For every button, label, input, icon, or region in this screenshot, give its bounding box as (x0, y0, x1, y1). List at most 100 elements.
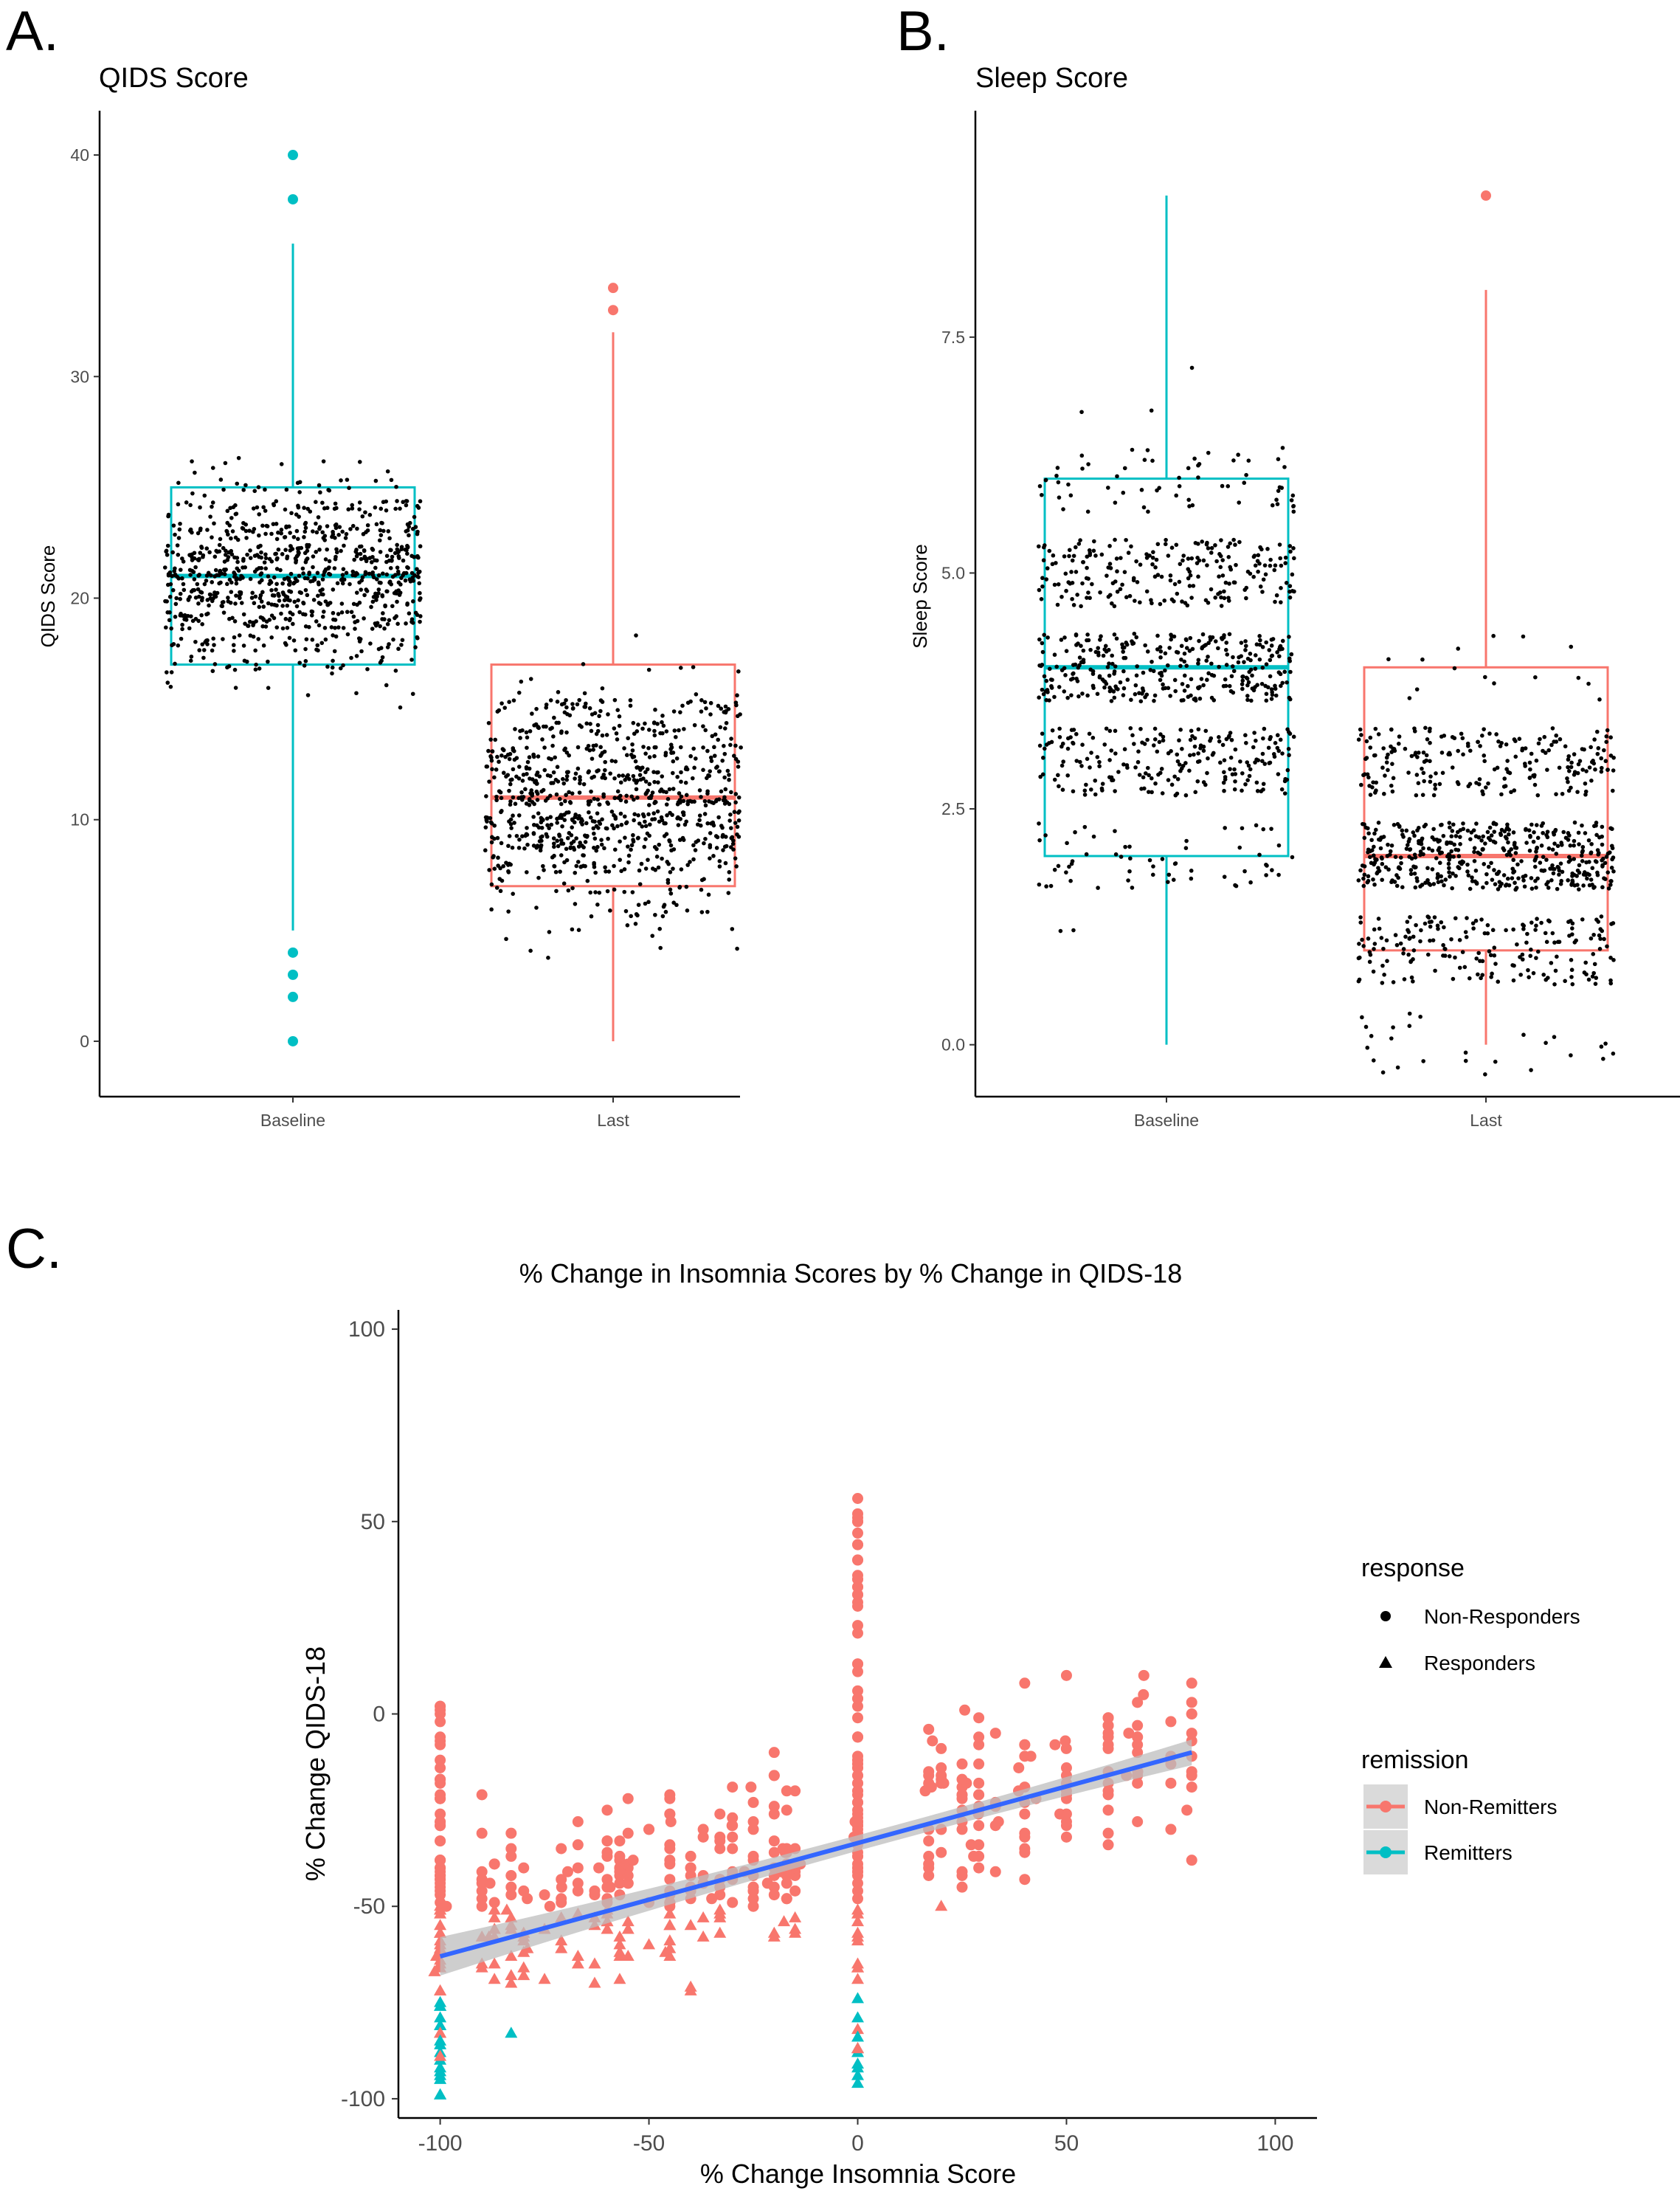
participant-point (320, 614, 325, 619)
participant-point (554, 889, 559, 894)
participant-point (266, 686, 271, 690)
participant-point (605, 889, 610, 894)
participant-point (553, 755, 557, 760)
participant-point (222, 572, 227, 576)
participant-point (583, 701, 588, 706)
participant-point (1529, 876, 1534, 880)
response-point (851, 1907, 864, 1919)
participant-point (483, 825, 488, 829)
participant-point (226, 596, 230, 600)
participant-point (241, 612, 246, 617)
participant-point (703, 803, 708, 808)
participant-point (1420, 766, 1424, 771)
response-point (965, 1839, 977, 1851)
participant-point (726, 891, 731, 895)
participant-point (1512, 842, 1517, 847)
participant-point (1512, 788, 1517, 793)
participant-point (1145, 765, 1150, 770)
participant-point (628, 698, 633, 703)
participant-point (631, 832, 635, 838)
participant-point (1535, 949, 1541, 954)
participant-point (272, 602, 277, 607)
participant-point (1431, 938, 1436, 942)
participant-point (181, 582, 186, 587)
participant-point (1423, 880, 1428, 886)
participant-point (1085, 565, 1089, 570)
participant-point (564, 793, 568, 798)
participant-point (737, 809, 742, 814)
participant-point (650, 934, 655, 938)
participant-point (377, 580, 382, 585)
participant-point (604, 826, 609, 831)
participant-point (613, 759, 618, 764)
participant-point (342, 577, 347, 582)
participant-point (1419, 838, 1424, 843)
participant-point (632, 797, 636, 802)
participant-point (1276, 872, 1281, 877)
participant-point (1568, 844, 1573, 848)
participant-point (335, 581, 340, 586)
participant-point (697, 818, 702, 823)
participant-point (1070, 558, 1075, 563)
participant-point (1453, 834, 1459, 838)
participant-point (334, 550, 339, 555)
participant-point (1512, 737, 1517, 742)
participant-point (583, 840, 588, 844)
response-point (919, 1785, 931, 1797)
participant-point (643, 819, 647, 824)
participant-point (1257, 561, 1262, 566)
participant-point (707, 773, 712, 779)
participant-point (498, 866, 502, 871)
participant-point (714, 846, 719, 850)
participant-point (199, 545, 204, 549)
participant-point (193, 565, 198, 570)
participant-point (572, 820, 577, 825)
participant-point (340, 529, 345, 534)
participant-point (508, 862, 513, 867)
response-point (768, 1889, 780, 1901)
participant-point (539, 825, 545, 830)
participant-point (1361, 821, 1365, 827)
box-iqr (490, 663, 736, 888)
participant-point (600, 751, 605, 756)
participant-point (1478, 959, 1482, 963)
participant-point (599, 838, 604, 842)
participant-point (325, 664, 330, 669)
participant-point (1472, 849, 1476, 855)
participant-point (1425, 952, 1431, 957)
participant-point (331, 617, 336, 622)
participant-point (1067, 864, 1071, 869)
participant-point (1163, 668, 1167, 673)
participant-point (1418, 852, 1423, 858)
participant-point (1551, 871, 1556, 876)
response-point (572, 1816, 584, 1827)
participant-point (376, 646, 381, 652)
participant-point (643, 751, 648, 756)
participant-point (399, 643, 404, 647)
response-point (435, 1877, 446, 1889)
participant-point (321, 459, 326, 463)
participant-point (1062, 635, 1067, 640)
participant-point (274, 625, 280, 629)
participant-point (1073, 829, 1077, 835)
participant-point (1511, 830, 1516, 835)
participant-point (688, 860, 692, 864)
participant-point (165, 543, 170, 548)
participant-point (1095, 691, 1100, 697)
participant-point (677, 838, 682, 842)
participant-point (278, 568, 283, 573)
participant-point (1253, 666, 1258, 671)
participant-point (297, 573, 302, 579)
participant-point (587, 810, 591, 815)
participant-point (1384, 938, 1389, 943)
participant-point (411, 599, 415, 604)
participant-point (544, 703, 549, 707)
response-point (1186, 1708, 1197, 1719)
participant-point (1109, 699, 1114, 703)
participant-point (305, 542, 309, 548)
participant-point (1391, 776, 1396, 781)
participant-point (634, 911, 639, 917)
participant-point (271, 502, 276, 506)
participant-point (1386, 657, 1391, 662)
participant-point (1082, 788, 1088, 793)
